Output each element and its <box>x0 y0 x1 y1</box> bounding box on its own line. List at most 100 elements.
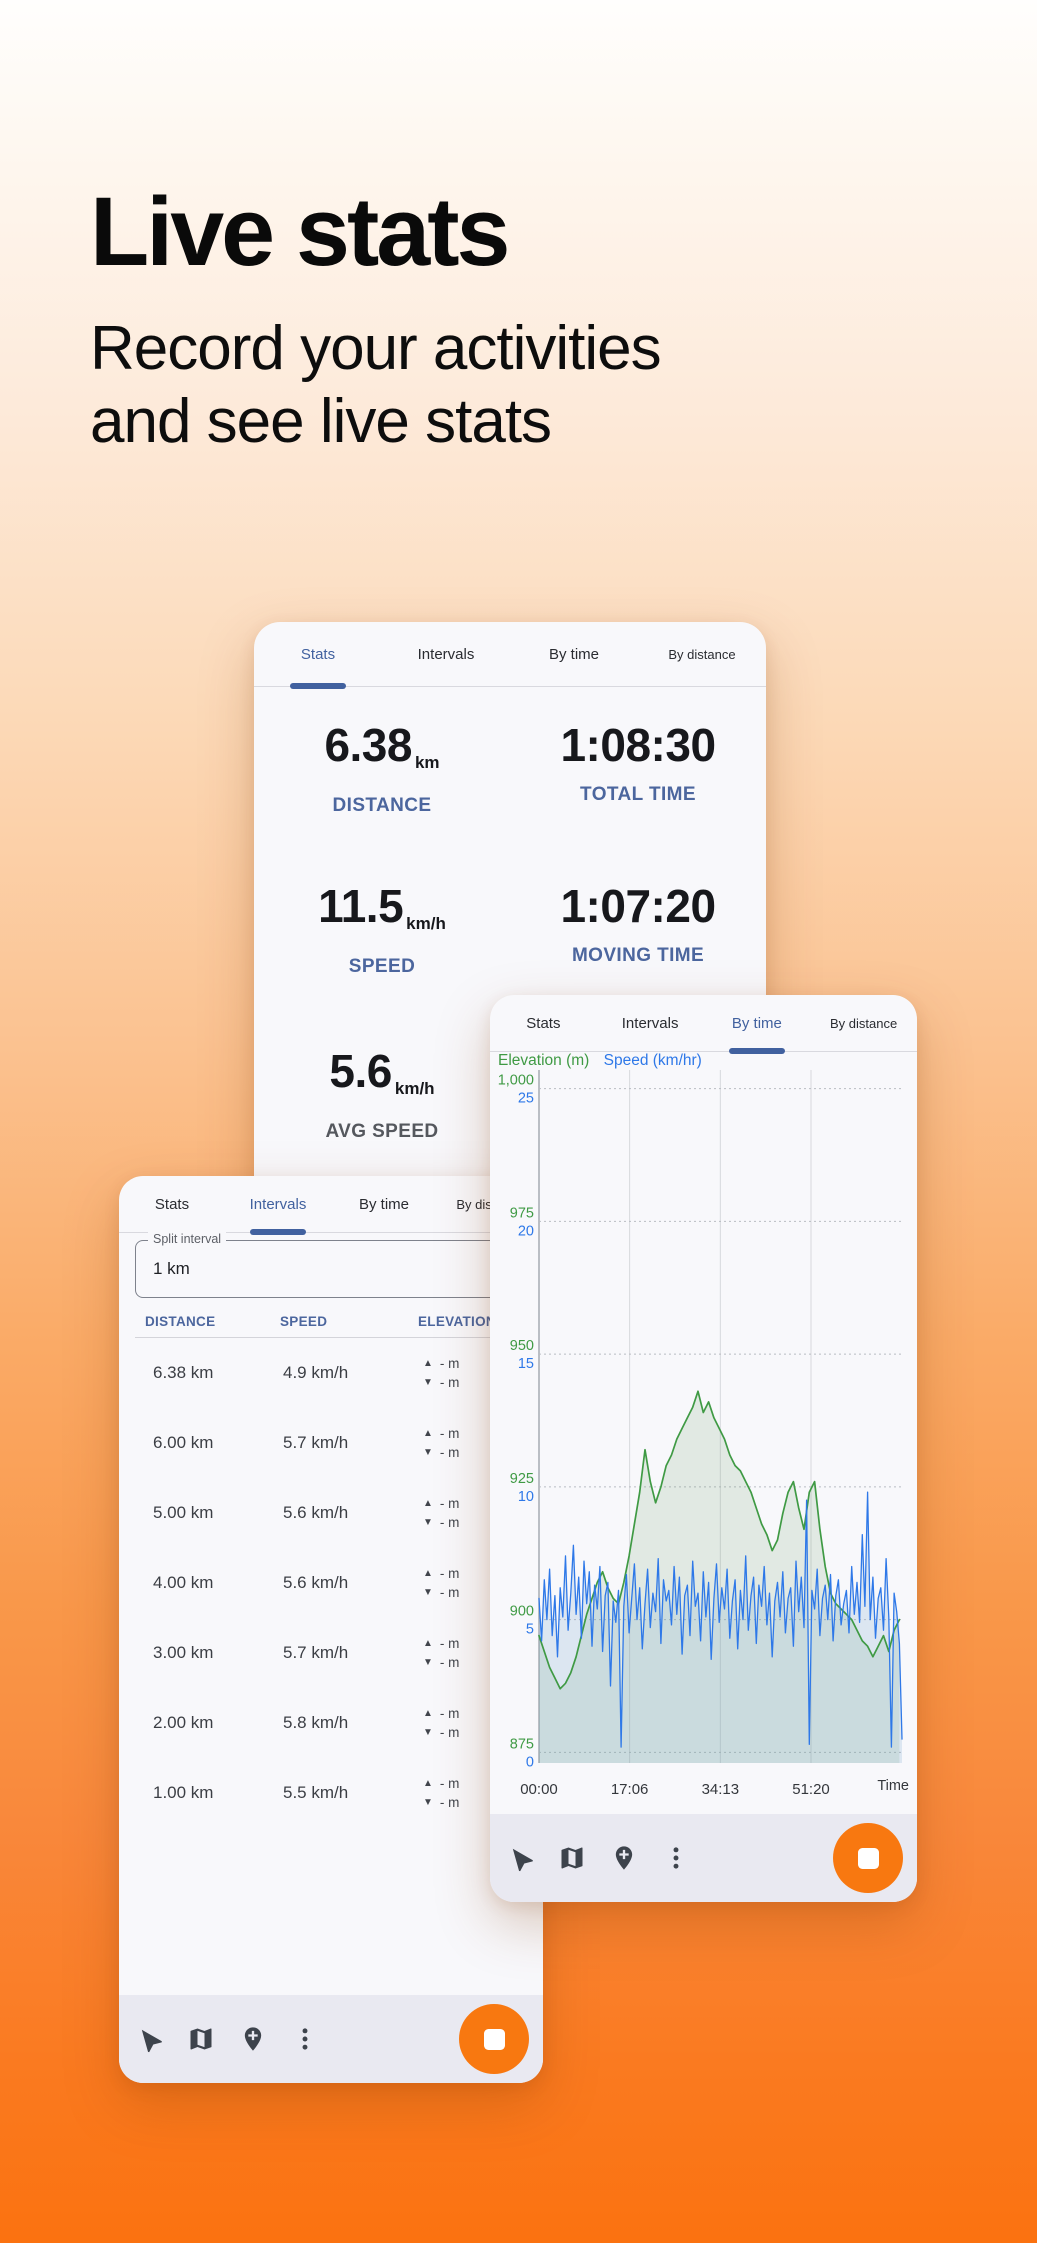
tab-by-time[interactable]: By time <box>331 1176 437 1232</box>
legend-speed: Speed (km/hr) <box>603 1052 702 1069</box>
elevation-loss-icon: ▼ <box>423 1797 433 1808</box>
elevation-gain-value: - m <box>439 1636 460 1651</box>
stop-icon <box>483 2028 505 2050</box>
svg-text:Time: Time <box>877 1778 909 1794</box>
svg-text:34:13: 34:13 <box>702 1781 740 1798</box>
tab-label: By time <box>731 1014 782 1032</box>
stop-icon <box>857 1847 879 1869</box>
add-location-icon[interactable] <box>239 2025 267 2053</box>
interval-elevation: ▲ - m ▼ - m <box>423 1705 527 1741</box>
svg-text:925: 925 <box>510 1471 534 1487</box>
tab-bar: Stats Intervals By time By distance <box>490 995 917 1054</box>
tab-label: Stats <box>526 1014 561 1032</box>
elevation-gain-value: - m <box>439 1566 460 1581</box>
active-tab-indicator <box>290 683 346 689</box>
tab-by-time[interactable]: By time <box>510 622 638 686</box>
interval-distance: 1.00 km <box>153 1783 214 1802</box>
tab-label: By time <box>358 1195 409 1213</box>
svg-text:5: 5 <box>526 1622 534 1638</box>
interval-speed: 5.7 km/h <box>283 1433 349 1452</box>
elevation-loss-value: - m <box>439 1655 460 1670</box>
interval-row: 5.00 km 5.6 km/h ▲ - m ▼ - m <box>135 1478 527 1548</box>
intervals-table-header: DISTANCE SPEED ELEVATION <box>135 1314 527 1338</box>
stat-value: 1:07:20 <box>560 880 716 932</box>
elevation-loss-icon: ▼ <box>423 1727 433 1738</box>
stop-recording-button[interactable] <box>459 2004 529 2074</box>
svg-text:10: 10 <box>518 1489 534 1505</box>
split-interval-label: Split interval <box>148 1232 227 1246</box>
intervals-table: 6.38 km 4.9 km/h ▲ - m ▼ - m 6.00 km 5.7 km/h ▲ -… <box>135 1338 527 1828</box>
interval-row: 4.00 km 5.6 km/h ▲ - m ▼ - m <box>135 1548 527 1618</box>
split-interval-value: 1 km <box>153 1259 190 1278</box>
interval-speed: 5.6 km/h <box>283 1503 349 1522</box>
svg-text:950: 950 <box>510 1338 534 1354</box>
interval-elevation: ▲ - m ▼ - m <box>423 1495 527 1531</box>
map-icon[interactable] <box>558 1844 586 1872</box>
interval-elevation: ▲ - m ▼ - m <box>423 1775 527 1811</box>
interval-speed: 5.8 km/h <box>283 1713 349 1732</box>
add-location-icon[interactable] <box>610 1844 638 1872</box>
interval-row: 1.00 km 5.5 km/h ▲ - m ▼ - m <box>135 1758 527 1828</box>
elevation-loss-icon: ▼ <box>423 1657 433 1668</box>
elevation-gain-icon: ▲ <box>423 1428 433 1439</box>
interval-row: 6.38 km 4.9 km/h ▲ - m ▼ - m <box>135 1338 527 1408</box>
column-header-speed: SPEED <box>280 1314 328 1329</box>
navigate-icon[interactable] <box>506 1844 534 1872</box>
tab-by-distance[interactable]: By distance <box>638 622 766 686</box>
tab-by-time[interactable]: By time <box>704 995 811 1054</box>
elevation-gain-icon: ▲ <box>423 1708 433 1719</box>
page-subtitle-line1: Record your activities <box>90 314 662 383</box>
column-header-distance: DISTANCE <box>145 1314 216 1329</box>
elevation-gain-icon: ▲ <box>423 1498 433 1509</box>
stat-avg-speed: 5.6 km/h AVG SPEED <box>254 1044 510 1143</box>
interval-distance: 2.00 km <box>153 1713 214 1732</box>
tab-stats[interactable]: Stats <box>119 1176 225 1232</box>
elevation-gain-value: - m <box>439 1356 460 1371</box>
stat-distance: 6.38 km DISTANCE <box>254 718 510 817</box>
tab-stats[interactable]: Stats <box>254 622 382 689</box>
interval-elevation: ▲ - m ▼ - m <box>423 1425 527 1461</box>
tab-intervals[interactable]: Intervals <box>225 1176 331 1235</box>
elevation-loss-value: - m <box>439 1515 460 1530</box>
navigate-icon[interactable] <box>135 2025 163 2053</box>
active-tab-indicator <box>250 1229 306 1235</box>
stat-speed: 11.5 km/h SPEED <box>254 879 510 978</box>
elevation-gain-value: - m <box>439 1776 460 1791</box>
more-options-icon[interactable] <box>662 1844 690 1872</box>
stop-recording-button[interactable] <box>833 1823 903 1893</box>
elevation-loss-icon: ▼ <box>423 1587 433 1598</box>
svg-text:51:20: 51:20 <box>792 1781 830 1798</box>
interval-row: 6.00 km 5.7 km/h ▲ - m ▼ - m <box>135 1408 527 1478</box>
chart-legend: Elevation (m) Speed (km/hr) <box>498 1052 702 1070</box>
stat-label: DISTANCE <box>332 795 432 816</box>
tab-by-distance[interactable]: By distance <box>810 995 917 1051</box>
interval-elevation: ▲ - m ▼ - m <box>423 1635 527 1671</box>
tab-label: Stats <box>154 1195 190 1213</box>
svg-text:15: 15 <box>518 1356 534 1372</box>
record-toolbar <box>119 1995 543 2083</box>
stat-label: MOVING TIME <box>571 945 705 966</box>
elevation-loss-icon: ▼ <box>423 1447 433 1458</box>
elevation-gain-icon: ▲ <box>423 1568 433 1579</box>
stat-label: SPEED <box>348 956 416 977</box>
elevation-loss-value: - m <box>439 1445 460 1460</box>
tab-stats[interactable]: Stats <box>490 995 597 1051</box>
elevation-loss-icon: ▼ <box>423 1517 433 1528</box>
tab-label: By distance <box>830 1015 898 1031</box>
map-icon[interactable] <box>187 2025 215 2053</box>
interval-speed: 4.9 km/h <box>283 1363 349 1382</box>
interval-speed: 5.5 km/h <box>283 1783 349 1802</box>
stat-total-time: 1:08:30 TOTAL TIME <box>510 718 766 817</box>
more-options-icon[interactable] <box>291 2025 319 2053</box>
stat-label: AVG SPEED <box>325 1121 439 1142</box>
interval-elevation: ▲ - m ▼ - m <box>423 1565 527 1601</box>
tab-intervals[interactable]: Intervals <box>597 995 704 1051</box>
tab-intervals[interactable]: Intervals <box>382 622 510 686</box>
split-interval-field[interactable]: Split interval 1 km <box>135 1232 527 1298</box>
interval-row: 3.00 km 5.7 km/h ▲ - m ▼ - m <box>135 1618 527 1688</box>
elevation-loss-value: - m <box>439 1585 460 1600</box>
page-title: Live stats <box>90 176 510 286</box>
